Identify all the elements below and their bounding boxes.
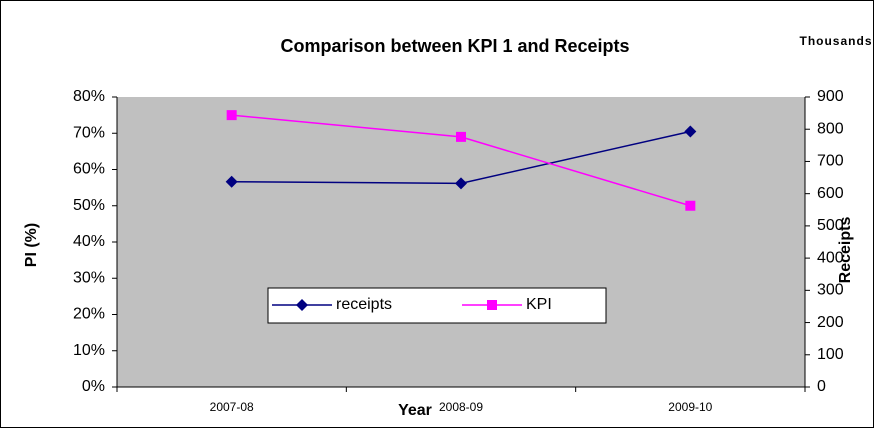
y-tick-label: 70% [73, 124, 105, 141]
y2-tick-label: 0 [817, 378, 826, 395]
y2-axis-title: Receipts [837, 217, 854, 284]
y2-tick-label: 500 [817, 217, 844, 234]
marker [456, 131, 466, 142]
y-tick-label: 40% [73, 233, 105, 250]
legend-marker [296, 299, 308, 311]
marker [684, 125, 697, 138]
y2-tick-label: 400 [817, 249, 844, 266]
x-tick-label: 2007-08 [210, 400, 254, 414]
marker [225, 175, 238, 188]
y2-tick-label: 600 [817, 185, 844, 202]
y2-tick-label: 800 [817, 120, 844, 137]
y-tick-label: 80% [73, 88, 105, 105]
y2-tick-label: 300 [817, 282, 844, 299]
legend-label: KPI [526, 296, 552, 313]
y-axis-title: PI (%) [23, 223, 40, 267]
legend-marker [487, 300, 497, 310]
chart-title: Comparison between KPI 1 and Receipts [280, 36, 629, 56]
x-tick-label: 2008-09 [439, 400, 483, 414]
y-tick-label: 0% [82, 378, 105, 395]
y-tick-label: 60% [73, 161, 105, 178]
plot-area [117, 97, 805, 387]
marker [455, 177, 467, 190]
x-tick-label: 2009-10 [668, 400, 712, 414]
y-tick-label: 10% [73, 342, 105, 359]
x-axis-title: Year [398, 402, 432, 419]
y-tick-label: 30% [73, 269, 105, 286]
y2-unit: Thousands [799, 34, 872, 48]
y2-tick-label: 900 [817, 88, 844, 105]
marker [685, 200, 696, 211]
y2-tick-label: 100 [817, 346, 844, 363]
legend-label: receipts [336, 296, 392, 313]
y-tick-label: 50% [73, 197, 105, 214]
y2-tick-label: 200 [817, 314, 844, 331]
y2-tick-label: 700 [817, 153, 844, 170]
marker [226, 110, 237, 121]
y-tick-label: 20% [73, 306, 105, 323]
